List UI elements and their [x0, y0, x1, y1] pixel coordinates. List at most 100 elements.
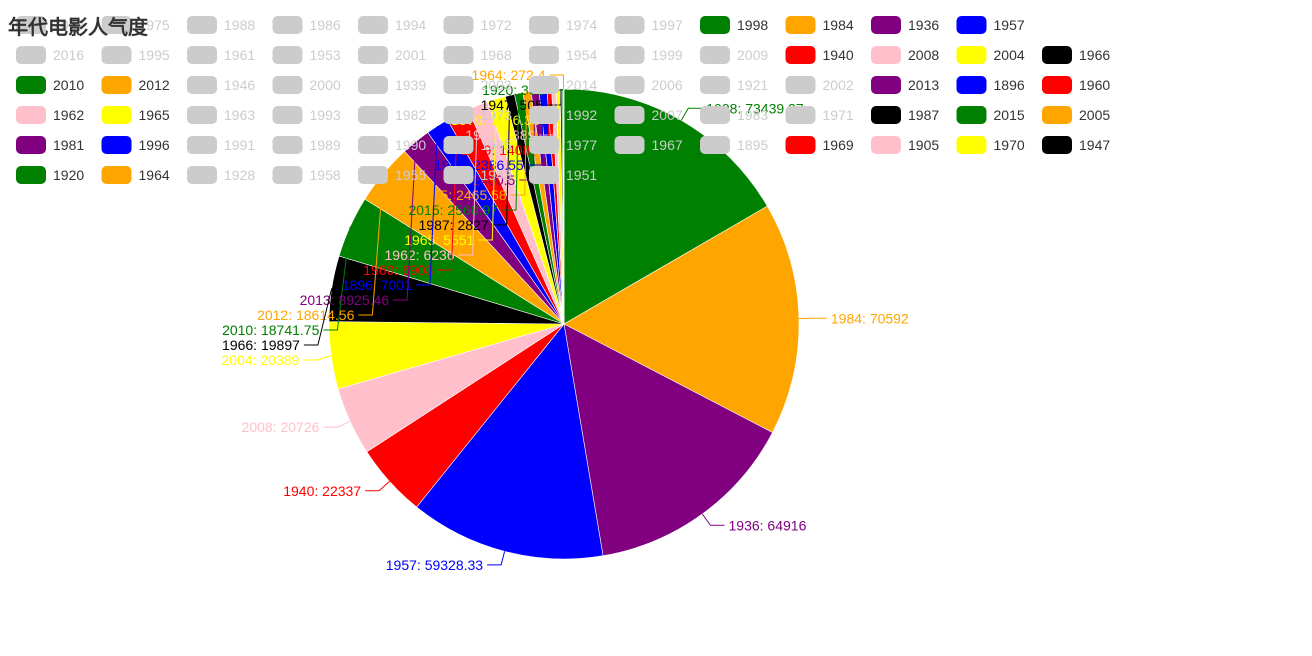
legend-item-1984[interactable]: 1984 [785, 16, 854, 34]
legend-item-2019[interactable]: 2019 [16, 16, 84, 34]
legend-item-1964[interactable]: 1964 [101, 166, 170, 184]
legend-item-2012[interactable]: 2012 [101, 76, 170, 94]
legend-item-1987[interactable]: 1987 [871, 106, 939, 124]
legend-item-2013[interactable]: 2013 [871, 76, 939, 94]
legend-item-2007[interactable]: 2007 [614, 106, 683, 124]
label-line-2008 [323, 420, 351, 428]
legend-item-1983[interactable]: 1983 [700, 106, 768, 124]
pie-slice-1936[interactable] [563, 323, 773, 557]
legend-item-2005[interactable]: 2005 [1042, 106, 1110, 124]
slice-label-1984: 1984: 70592 [831, 310, 909, 326]
legend-item-1954[interactable]: 1954 [529, 46, 597, 64]
slice-label-1896: 1896: 7001 [342, 277, 412, 293]
legend-item-1977[interactable]: 1977 [529, 136, 597, 154]
legend-item-1946[interactable]: 1946 [187, 76, 255, 94]
legend-label-1936: 1936 [908, 17, 939, 33]
legend-item-1961[interactable]: 1961 [187, 46, 255, 64]
legend-item-1920[interactable]: 1920 [16, 166, 84, 184]
legend-swatch-1943 [443, 166, 474, 184]
legend-item-1965[interactable]: 1965 [101, 106, 170, 124]
legend-item-1953[interactable]: 1953 [272, 46, 341, 64]
legend-label-1982: 1982 [395, 107, 426, 123]
pie-slice-1957[interactable] [416, 323, 604, 560]
legend-item-2016[interactable]: 2016 [16, 46, 84, 64]
legend-item-1940[interactable]: 1940 [785, 46, 854, 64]
legend-item-1998[interactable]: 1998 [700, 16, 768, 34]
legend-item-1973[interactable]: 1973 [443, 106, 512, 124]
label-line-2010 [323, 226, 351, 331]
legend-label-1984: 1984 [823, 17, 854, 33]
legend-item-1993[interactable]: 1993 [272, 106, 341, 124]
legend-item-1997[interactable]: 1997 [614, 16, 683, 34]
legend-item-2001[interactable]: 2001 [358, 46, 426, 64]
legend-item-2008[interactable]: 2008 [871, 46, 939, 64]
legend-item-1982[interactable]: 1982 [358, 106, 426, 124]
legend-label-1966: 1966 [1079, 47, 1110, 63]
legend-label-2006: 2006 [652, 77, 683, 93]
legend-item-1939[interactable]: 1939 [358, 76, 426, 94]
legend-item-1970[interactable]: 1970 [956, 136, 1025, 154]
legend-item-1986[interactable]: 1986 [272, 16, 341, 34]
legend-item-1996[interactable]: 1996 [101, 136, 170, 154]
legend-item-1896[interactable]: 1896 [956, 76, 1025, 94]
legend-item-1936[interactable]: 1936 [871, 16, 939, 34]
legend-item-1985[interactable]: 1985 [443, 136, 512, 154]
legend-item-1989[interactable]: 1989 [272, 136, 341, 154]
legend-item-2000[interactable]: 2000 [272, 76, 341, 94]
legend-item-1967[interactable]: 1967 [614, 136, 683, 154]
pie-slice-1984[interactable] [563, 205, 800, 433]
legend-swatch-1921 [700, 76, 730, 94]
legend-item-1962[interactable]: 1962 [16, 106, 84, 124]
legend-item-1981[interactable]: 1981 [16, 136, 84, 154]
legend-item-1995[interactable]: 1995 [101, 46, 170, 64]
legend-label-1961: 1961 [224, 47, 255, 63]
legend-item-1921[interactable]: 1921 [700, 76, 768, 94]
label-line-1965 [478, 98, 497, 241]
legend-item-1966[interactable]: 1966 [1042, 46, 1110, 64]
legend-swatch-1990 [358, 136, 388, 154]
legend-item-1951[interactable]: 1951 [529, 166, 597, 184]
legend-label-1997: 1997 [652, 17, 683, 33]
legend-item-1947[interactable]: 1947 [1042, 136, 1110, 154]
legend-item-1957[interactable]: 1957 [956, 16, 1025, 34]
slice-label-1987: 1987: 2827 [419, 217, 489, 233]
legend-item-1994[interactable]: 1994 [358, 16, 426, 34]
legend-item-1990[interactable]: 1990 [358, 136, 426, 154]
legend-item-2010[interactable]: 2010 [16, 76, 84, 94]
legend-item-2004[interactable]: 2004 [956, 46, 1025, 64]
legend-item-1960[interactable]: 1960 [1042, 76, 1110, 94]
legend-item-1943[interactable]: 1943 [443, 166, 512, 184]
legend-item-2002[interactable]: 2002 [785, 76, 854, 94]
legend-item-1968[interactable]: 1968 [443, 46, 512, 64]
legend-item-2003[interactable]: 2003 [443, 76, 512, 94]
legend-item-1928[interactable]: 1928 [187, 166, 255, 184]
legend-item-1955[interactable]: 1955 [358, 166, 426, 184]
legend-item-2009[interactable]: 2009 [700, 46, 768, 64]
legend-item-1991[interactable]: 1991 [187, 136, 255, 154]
legend-item-1895[interactable]: 1895 [700, 136, 768, 154]
legend-swatch-1975 [101, 16, 132, 34]
legend-item-2014[interactable]: 2014 [529, 76, 597, 94]
legend-swatch-1947 [1042, 136, 1072, 154]
legend-item-2015[interactable]: 2015 [956, 106, 1025, 124]
legend-item-1963[interactable]: 1963 [187, 106, 255, 124]
legend-item-1999[interactable]: 1999 [614, 46, 683, 64]
legend-label-2019: 2019 [53, 17, 84, 33]
slice-labels: 1998: 73439.27 1984: 70592 1936: 64916 1964… [221, 67, 909, 573]
legend-swatch-1996 [101, 136, 132, 154]
legend-label-2014: 2014 [566, 77, 597, 93]
legend-item-1958[interactable]: 1958 [272, 166, 341, 184]
legend-item-1975[interactable]: 1975 [101, 16, 170, 34]
legend-item-1992[interactable]: 1992 [529, 106, 597, 124]
label-line-1957 [487, 551, 506, 566]
legend-item-1974[interactable]: 1974 [529, 16, 597, 34]
legend-swatch-1995 [101, 46, 132, 64]
legend-item-2006[interactable]: 2006 [614, 76, 683, 94]
legend-swatch-2004 [956, 46, 987, 64]
legend-item-1969[interactable]: 1969 [785, 136, 854, 154]
legend-item-1988[interactable]: 1988 [187, 16, 255, 34]
legend-item-1971[interactable]: 1971 [785, 106, 854, 124]
legend-label-1973: 1973 [481, 107, 512, 123]
legend-item-1905[interactable]: 1905 [871, 136, 939, 154]
legend-item-1972[interactable]: 1972 [443, 16, 512, 34]
